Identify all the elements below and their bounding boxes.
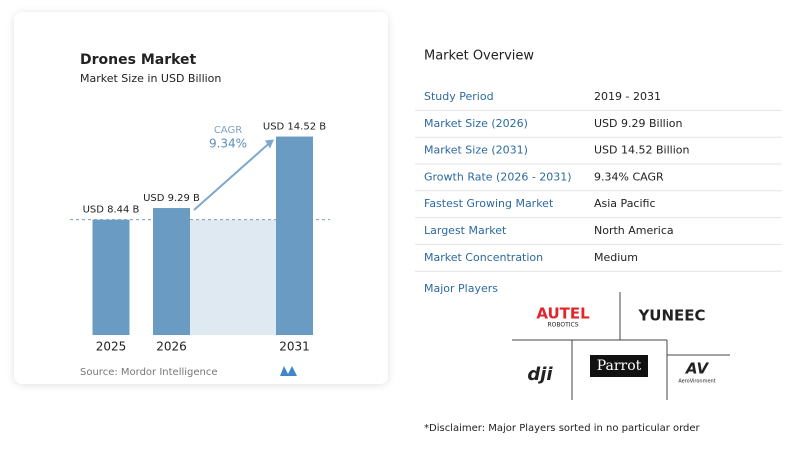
source: Source: Mordor Intelligence [80, 367, 218, 378]
bar [153, 208, 190, 335]
row-label: Growth Rate (2026 - 2031) [424, 170, 572, 183]
player-logo: AUTEL [536, 305, 590, 323]
x-tick-label: 2031 [279, 340, 310, 354]
row-value: Medium [594, 251, 638, 264]
bar [92, 219, 130, 335]
row-label: Fastest Growing Market [424, 197, 554, 210]
row-value: Asia Pacific [594, 197, 656, 210]
player-logo: AV [685, 360, 710, 378]
x-tick-label: 2026 [156, 340, 187, 354]
bar [276, 136, 313, 335]
player-logo-sub: AeroVironment [678, 379, 715, 385]
value-label: USD 8.44 B [83, 205, 140, 216]
row-label: Market Size (2031) [424, 144, 528, 157]
row-value: North America [594, 224, 674, 237]
players-title: Major Players [424, 282, 498, 295]
row-value: 2019 - 2031 [594, 90, 661, 103]
value-label: USD 14.52 B [263, 122, 326, 133]
row-value: USD 9.29 Billion [594, 117, 682, 130]
x-tick-label: 2025 [96, 340, 127, 354]
disclaimer: *Disclaimer: Major Players sorted in no … [424, 423, 701, 434]
row-value: 9.34% CAGR [594, 170, 664, 183]
row-label: Market Concentration [424, 251, 543, 264]
player-logo: YUNEEC [637, 307, 705, 325]
value-label: USD 9.29 B [143, 193, 200, 204]
arrow-head [265, 139, 274, 149]
cagr-value: 9.34% [209, 137, 247, 151]
player-logo: Parrot [597, 358, 642, 374]
chart-title: Drones Market [80, 52, 197, 68]
cagr-label: CAGR [214, 125, 242, 136]
player-logo-sub: ROBOTICS [547, 322, 578, 329]
reference-area [190, 219, 276, 335]
row-label: Study Period [424, 90, 494, 103]
row-label: Market Size (2026) [424, 117, 528, 130]
row-value: USD 14.52 Billion [594, 144, 689, 157]
parrot-box [590, 355, 648, 377]
source-logo [280, 366, 297, 376]
chart-subtitle: Market Size in USD Billion [80, 72, 221, 85]
players-grid [512, 292, 730, 400]
growth-arrow [193, 141, 271, 211]
row-label: Largest Market [424, 224, 507, 237]
player-logo: dji [527, 364, 553, 385]
overview-title: Market Overview [424, 49, 534, 64]
